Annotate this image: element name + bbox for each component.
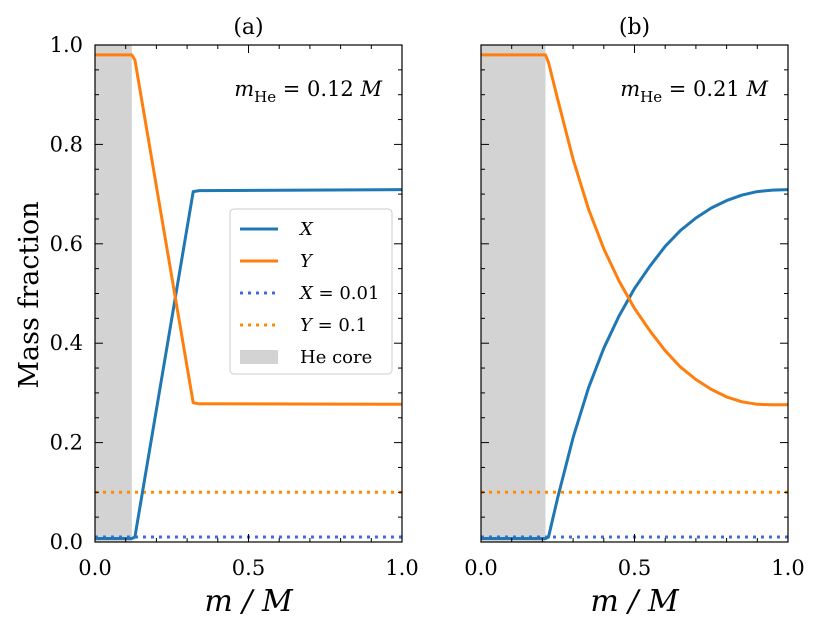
y-tick-label: 0.2 <box>50 431 83 455</box>
x-tick-label: 0.5 <box>618 556 651 580</box>
annotation-subscript: He <box>640 88 662 106</box>
legend: XYX = 0.01Y = 0.1He core <box>229 208 393 375</box>
legend-label: He core <box>300 347 372 368</box>
y-tick-label: 0.0 <box>50 530 83 554</box>
annotation-value: = 0.12 <box>276 77 360 101</box>
x-axis-label: m / M <box>590 584 680 619</box>
annotation-subscript: He <box>254 88 276 106</box>
annotation-value: = 0.21 <box>662 77 746 101</box>
y-tick-label: 0.4 <box>50 331 83 355</box>
y-tick-label: 0.6 <box>50 232 83 256</box>
mass-annotation: mHe = 0.12 M <box>234 77 382 106</box>
y-tick-label: 1.0 <box>50 33 83 57</box>
legend-label: X <box>298 219 314 240</box>
legend-box <box>229 208 393 375</box>
x-tick-label: 1.0 <box>385 556 418 580</box>
annotation-symbol: m <box>234 77 254 101</box>
series-line-x <box>481 188 789 540</box>
series-line-y <box>481 53 788 407</box>
y-tick-label: 0.8 <box>50 132 83 156</box>
x-axis-label: m / M <box>204 584 294 619</box>
x-tick-label: 1.0 <box>771 556 804 580</box>
panel-a: 0.0 0.5 1.0 0.0 0.2 0.4 0.6 0.8 1.0 (a) mHe = 0.12… <box>50 15 419 619</box>
panel-title: (a) <box>233 15 263 40</box>
legend-label-value: = 0.1 <box>312 315 367 336</box>
annotation-symbol: m <box>620 77 640 101</box>
he-core-region <box>95 45 132 542</box>
legend-label-symbol: Y <box>300 315 314 336</box>
legend-label-symbol: X <box>298 283 314 304</box>
legend-label: X = 0.01 <box>298 283 379 304</box>
legend-label: Y = 0.1 <box>300 315 367 336</box>
series-line-y <box>95 53 403 406</box>
x-tick-label: 0.0 <box>78 556 111 580</box>
legend-swatch-core <box>240 350 278 364</box>
legend-label: Y <box>300 251 314 272</box>
annotation-unit: M <box>359 77 382 101</box>
x-tick-label: 0.5 <box>232 556 265 580</box>
he-core-region <box>481 45 546 542</box>
annotation-unit: M <box>745 77 768 101</box>
legend-label-value: = 0.01 <box>313 283 380 304</box>
y-axis-label: Mass fraction <box>14 201 45 388</box>
mass-annotation: mHe = 0.21 M <box>620 77 768 106</box>
panel-title: (b) <box>619 15 650 40</box>
panel-b: 0.0 0.5 1.0(b)mHe = 0.21 Mm / M <box>464 15 804 619</box>
x-tick-label: 0.0 <box>464 556 497 580</box>
